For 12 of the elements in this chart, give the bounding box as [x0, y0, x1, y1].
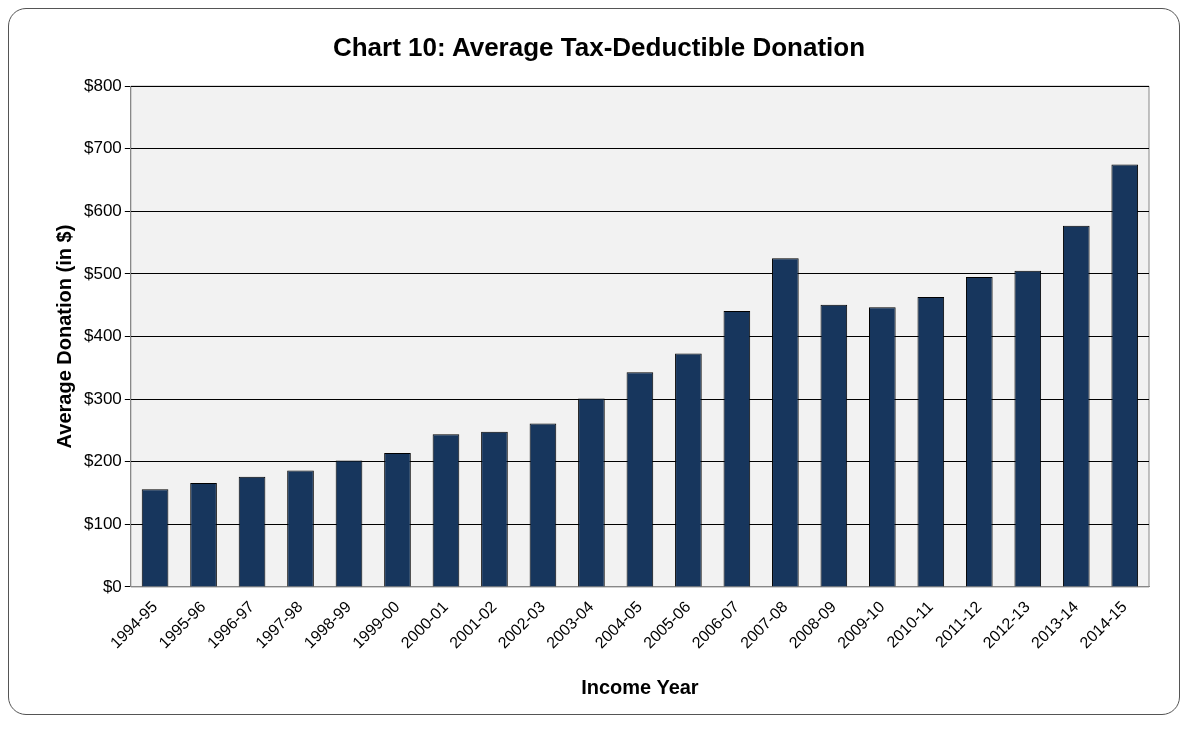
y-tick-label: $800: [83, 75, 122, 95]
y-tick-label: $400: [83, 326, 122, 346]
y-tick-label: $200: [83, 451, 122, 471]
y-tick-label: $0: [102, 576, 122, 596]
y-tick-label: $600: [83, 201, 122, 221]
y-tick-label: $500: [83, 263, 122, 283]
y-tick-label: $300: [83, 388, 122, 408]
y-tick-label: $700: [83, 138, 122, 158]
chart-title: Chart 10: Average Tax-Deductible Donation: [332, 31, 866, 62]
y-tick-label: $100: [83, 514, 122, 533]
y-axis-title: Average Donation (in $): [52, 224, 75, 449]
x-axis-title: Income Year: [581, 675, 699, 698]
